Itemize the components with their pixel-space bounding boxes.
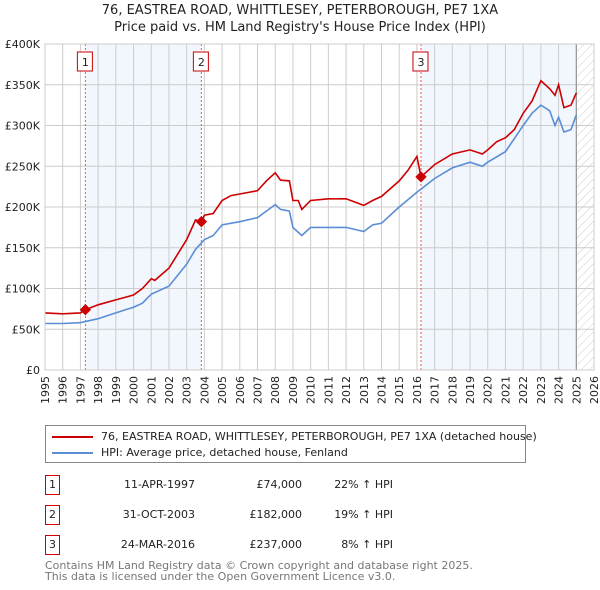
sale-row: 2 31-OCT-2003 £182,000 19% ↑ HPI [45, 505, 445, 525]
sale-label-box [412, 51, 429, 72]
y-tick-label: £400K [5, 38, 41, 51]
price-chart: 1995 1996 1997 1998 1999 2000 2001 2002 2003 2004… [5, 38, 600, 404]
x-tick-label: 2019 [464, 376, 477, 404]
legend-label: HPI: Average price, detached house, Fenl… [101, 446, 348, 459]
x-tick-label: 2020 [482, 376, 495, 404]
x-tick-label: 1999 [110, 376, 123, 404]
hpi-line [45, 104, 578, 325]
x-tick-label: 2004 [198, 376, 211, 404]
x-tick-label: 2016 [411, 376, 424, 404]
x-tick-label: 1996 [57, 376, 70, 404]
sale-hpi-diff: 19% ↑ HPI [334, 508, 393, 521]
y-tick-label: £250K [5, 160, 41, 173]
sale-price: £237,000 [249, 538, 303, 551]
y-tick-label: £100K [5, 283, 41, 296]
y-tick-label: £350K [5, 79, 41, 92]
x-tick-label: 2000 [128, 376, 141, 404]
sale-number-badge: 2 [45, 505, 60, 525]
x-tick-label: 2008 [269, 376, 282, 404]
legend-red-line [52, 436, 93, 438]
x-tick-label: 2005 [216, 376, 229, 404]
chart-subtitle: Price paid vs. HM Land Registry's House … [114, 20, 486, 35]
sale-number-badge: 1 [45, 475, 60, 495]
y-tick-label: £0 [26, 364, 40, 377]
x-tick-label: 2018 [446, 376, 459, 404]
x-tick-label: 2026 [588, 376, 600, 404]
sale-label-number: 3 [417, 56, 424, 69]
x-tick-label: 2007 [252, 376, 265, 404]
x-tick-label: 2015 [393, 376, 406, 404]
sale-point [415, 171, 427, 183]
x-tick-label: 2017 [429, 376, 442, 404]
sale-hpi-diff: 8% ↑ HPI [341, 538, 393, 551]
x-tick-label: 2025 [570, 376, 583, 404]
x-tick-label: 1995 [39, 376, 52, 404]
sale-date: 31-OCT-2003 [122, 508, 195, 521]
sale-price: £74,000 [256, 478, 303, 491]
sale-date: 11-APR-1997 [123, 478, 195, 491]
chart-title: 76, EASTREA ROAD, WHITTLESEY, PETERBOROU… [101, 3, 499, 18]
sale-label-box [76, 51, 93, 72]
x-tick-label: 2009 [287, 376, 300, 404]
x-tick-label: 2003 [181, 376, 194, 404]
footer-copyright: Contains HM Land Registry data © Crown c… [45, 559, 473, 572]
sale-date: 24-MAR-2016 [120, 538, 195, 551]
y-tick-label: £300K [5, 120, 41, 133]
x-tick-label: 2012 [340, 376, 353, 404]
legend-label: 76, EASTREA ROAD, WHITTLESEY, PETERBOROU… [101, 430, 537, 443]
footer-licence: This data is licensed under the Open Gov… [45, 570, 396, 583]
plot-border [44, 43, 595, 371]
x-tick-label: 2006 [234, 376, 247, 404]
x-tick-label: 2014 [375, 376, 388, 404]
sale-label-box [192, 51, 209, 72]
x-tick-label: 1998 [92, 376, 105, 404]
x-tick-label: 2024 [553, 376, 566, 404]
x-tick-label: 2002 [163, 376, 176, 404]
x-tick-label: 2001 [145, 376, 158, 404]
x-tick-label: 2023 [535, 376, 548, 404]
x-tick-label: 2010 [305, 376, 318, 404]
sale-hpi-diff: 22% ↑ HPI [334, 478, 393, 491]
sale-price: £182,000 [249, 508, 303, 521]
x-tick-label: 1997 [74, 376, 87, 404]
legend-blue-line [52, 452, 93, 454]
sale-label-number: 1 [82, 56, 89, 69]
sale-row: 1 11-APR-1997 £74,000 22% ↑ HPI [45, 475, 445, 495]
sale-label-number: 2 [198, 56, 205, 69]
legend: 76, EASTREA ROAD, WHITTLESEY, PETERBOROU… [45, 425, 537, 463]
sale-number-badge: 3 [45, 535, 60, 555]
x-tick-label: 2021 [499, 376, 512, 404]
property-price-line [44, 79, 578, 315]
sale-row: 3 24-MAR-2016 £237,000 8% ↑ HPI [45, 535, 445, 555]
y-tick-label: £200K [5, 201, 41, 214]
y-tick-label: £150K [5, 242, 41, 255]
x-tick-label: 2011 [322, 376, 335, 404]
x-tick-label: 2013 [358, 376, 371, 404]
x-tick-label: 2022 [517, 376, 530, 404]
y-tick-label: £50K [12, 323, 41, 336]
sale-point [195, 216, 208, 228]
